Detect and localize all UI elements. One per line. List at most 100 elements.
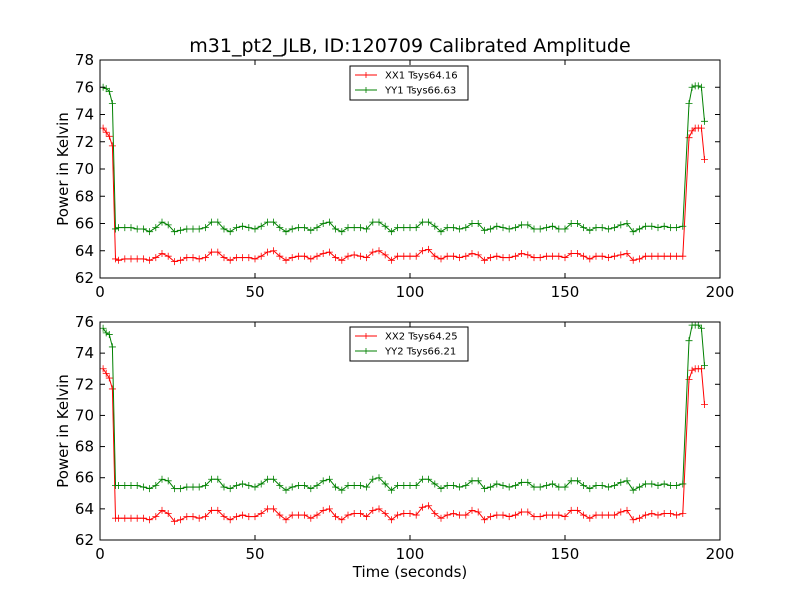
- data-point: [437, 485, 445, 493]
- data-point: [648, 252, 656, 260]
- data-point: [611, 252, 619, 260]
- data-point: [105, 132, 113, 140]
- y-tick-label: 72: [75, 133, 94, 151]
- data-point: [635, 255, 643, 263]
- data-point: [530, 225, 538, 233]
- data-point: [418, 218, 426, 226]
- data-point: [623, 220, 631, 227]
- legend-label: YY2 Tsys66.21: [384, 347, 456, 358]
- data-point: [133, 225, 141, 233]
- data-point: [394, 224, 402, 232]
- data-point: [654, 511, 662, 519]
- data-point: [319, 220, 327, 227]
- data-point: [115, 482, 123, 489]
- y-tick-label: 64: [75, 242, 94, 260]
- plot-panel-1: 0 50 100 150 200 62 64 66 68 70 72 74 76 78 m31_pt2_JL…: [54, 35, 734, 301]
- data-point: [332, 513, 340, 521]
- legend: XX2 Tsys64.25 YY2 Tsys66.21: [349, 326, 469, 362]
- data-point: [387, 486, 395, 494]
- data-point: [139, 514, 147, 522]
- data-point: [617, 221, 625, 229]
- data-point: [701, 401, 708, 409]
- data-point: [127, 224, 135, 232]
- data-point: [276, 482, 284, 489]
- data-point: [263, 475, 271, 483]
- y-tick-label: 68: [75, 187, 94, 205]
- data-point: [338, 256, 346, 264]
- data-point: [536, 483, 544, 491]
- data-point: [518, 249, 526, 257]
- legend-label: YY1 Tsys66.63: [384, 86, 456, 97]
- data-point: [344, 252, 352, 260]
- data-point: [530, 483, 538, 491]
- series-1: [100, 124, 708, 266]
- data-point: [356, 482, 364, 489]
- data-point: [288, 511, 296, 519]
- data-point: [387, 516, 395, 524]
- data-point: [239, 222, 247, 230]
- data-point: [381, 480, 389, 488]
- data-point: [139, 483, 147, 491]
- data-point: [462, 482, 470, 489]
- data-point: [567, 249, 575, 257]
- data-point: [604, 225, 612, 233]
- data-point: [307, 485, 315, 493]
- data-point: [697, 83, 705, 91]
- data-point: [400, 510, 408, 518]
- data-point: [394, 511, 402, 519]
- data-point: [673, 252, 681, 260]
- data-point: [344, 482, 352, 489]
- data-point: [189, 483, 197, 491]
- data-point: [369, 475, 377, 483]
- data-point: [146, 516, 154, 524]
- data-point: [170, 258, 178, 266]
- data-point: [505, 483, 513, 491]
- data-point: [325, 505, 333, 513]
- data-point: [487, 225, 495, 233]
- data-point: [642, 252, 650, 260]
- data-point: [573, 220, 581, 227]
- data-point: [257, 222, 265, 230]
- data-point: [164, 252, 172, 260]
- data-point: [462, 511, 470, 519]
- data-point: [701, 155, 708, 163]
- data-point: [629, 486, 637, 494]
- data-point: [381, 222, 389, 230]
- data-point: [152, 513, 160, 521]
- data-point: [375, 474, 383, 482]
- data-point: [195, 483, 203, 491]
- legend-label: XX2 Tsys64.25: [385, 332, 458, 343]
- data-point: [654, 224, 662, 232]
- data-point: [115, 224, 123, 232]
- data-point: [294, 511, 302, 519]
- data-point: [183, 225, 191, 233]
- data-point: [456, 483, 464, 491]
- data-point: [232, 224, 240, 232]
- data-point: [418, 475, 426, 483]
- data-point: [195, 225, 203, 233]
- data-point: [617, 478, 625, 486]
- data-point: [443, 252, 451, 260]
- data-point: [112, 255, 119, 263]
- data-point: [102, 128, 110, 136]
- data-point: [245, 482, 253, 489]
- x-tick-label: 150: [551, 545, 580, 563]
- data-point: [239, 254, 247, 262]
- data-point: [549, 222, 557, 230]
- data-point: [350, 482, 358, 489]
- data-point: [214, 248, 222, 256]
- data-point: [276, 252, 284, 260]
- legend-item-1: XX2 Tsys64.25: [355, 332, 458, 343]
- data-point: [487, 483, 495, 491]
- x-tick-label: 50: [245, 283, 264, 301]
- data-point: [105, 374, 113, 382]
- data-point: [105, 87, 113, 95]
- data-point: [121, 514, 129, 522]
- data-point: [567, 506, 575, 514]
- data-point: [536, 225, 544, 233]
- data-point: [673, 511, 681, 519]
- data-point: [350, 251, 358, 259]
- data-point: [518, 221, 526, 229]
- data-point: [573, 506, 581, 514]
- data-point: [245, 224, 253, 232]
